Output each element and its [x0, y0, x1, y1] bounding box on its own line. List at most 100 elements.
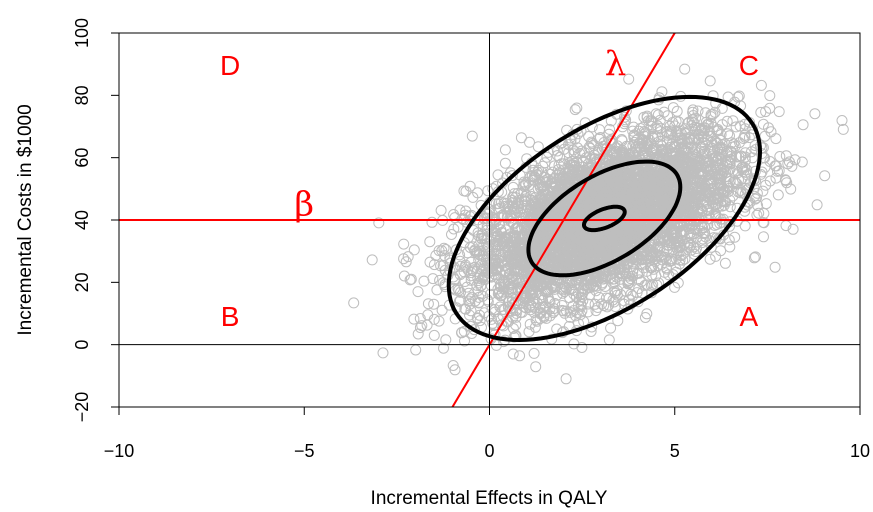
- scatter-point: [538, 180, 550, 192]
- scatter-point: [564, 157, 575, 169]
- scatter-point: [609, 285, 621, 297]
- scatter-point: [560, 179, 572, 191]
- scatter-point: [739, 147, 751, 159]
- scatter-point: [625, 177, 637, 189]
- scatter-point: [554, 151, 566, 163]
- scatter-point: [414, 322, 426, 334]
- scatter-point: [755, 79, 767, 91]
- scatter-point: [641, 250, 653, 262]
- scatter-point: [428, 313, 440, 325]
- scatter-point: [683, 171, 695, 183]
- scatter-point: [634, 202, 646, 214]
- scatter-point: [507, 323, 519, 334]
- scatter-point: [616, 262, 627, 274]
- scatter-point: [679, 153, 691, 165]
- scatter-point: [650, 270, 662, 282]
- scatter-point: [700, 107, 711, 119]
- scatter-point: [720, 196, 732, 208]
- scatter-point: [430, 250, 442, 261]
- scatter-point: [373, 217, 385, 229]
- scatter-point: [819, 170, 831, 182]
- scatter-point: [512, 187, 524, 199]
- scatter-point: [634, 141, 646, 153]
- scatter-point: [506, 247, 518, 259]
- scatter-point: [528, 293, 540, 305]
- scatter-point: [672, 235, 684, 247]
- scatter-point: [404, 274, 416, 286]
- scatter-point: [547, 307, 559, 319]
- scatter-point: [490, 339, 502, 351]
- scatter-point: [398, 238, 410, 250]
- scatter-point: [666, 253, 677, 265]
- scatter-point: [484, 288, 496, 300]
- scatter-point: [634, 226, 646, 238]
- scatter-point: [715, 245, 727, 257]
- scatter-point: [553, 172, 565, 184]
- scatter-point: [522, 176, 534, 188]
- scatter-point: [786, 160, 798, 172]
- scatter-point: [454, 204, 466, 216]
- scatter-point: [582, 281, 594, 293]
- scatter-point: [545, 180, 557, 192]
- scatter-point: [495, 249, 507, 261]
- scatter-point: [535, 201, 547, 213]
- scatter-point: [758, 231, 769, 243]
- scatter-point: [748, 252, 760, 264]
- scatter-point: [524, 136, 535, 148]
- scatter-point: [809, 108, 821, 120]
- scatter-point: [516, 297, 528, 309]
- scatter-point: [576, 145, 588, 157]
- scatter-point: [666, 235, 678, 247]
- scatter-point: [709, 194, 721, 206]
- scatter-point: [648, 263, 660, 275]
- scatter-point: [666, 164, 678, 176]
- scatter-point: [634, 123, 646, 134]
- scatter-point: [507, 200, 519, 212]
- scatter-point: [472, 272, 484, 284]
- scatter-point: [416, 320, 428, 332]
- scatter-point: [499, 232, 511, 244]
- scatter-point: [424, 236, 436, 248]
- scatter-point: [528, 306, 540, 318]
- scatter-point: [651, 242, 663, 253]
- scatter-point: [729, 231, 741, 243]
- scatter-point: [687, 106, 699, 118]
- scatter-point: [454, 295, 466, 306]
- scatter-point: [452, 221, 464, 233]
- scatter-point: [485, 234, 497, 246]
- scatter-point: [724, 130, 735, 142]
- scatter-point: [559, 242, 571, 254]
- scatter-point: [604, 123, 616, 135]
- scatter-point: [661, 127, 673, 139]
- scatter-point: [760, 179, 772, 191]
- scatter-point: [544, 212, 556, 224]
- scatter-point: [523, 294, 535, 306]
- scatter-point: [667, 206, 679, 218]
- scatter-point: [454, 269, 466, 281]
- scatter-point: [460, 303, 472, 315]
- scatter-point: [679, 63, 691, 75]
- scatter-point: [619, 167, 630, 179]
- scatter-point: [606, 134, 617, 146]
- scatter-point: [452, 283, 464, 295]
- scatter-point: [410, 344, 422, 356]
- scatter-point: [656, 222, 667, 233]
- scatter-point: [705, 111, 717, 123]
- scatter-point: [418, 275, 430, 287]
- scatter-point: [510, 297, 522, 309]
- scatter-point: [645, 178, 657, 190]
- scatter-point: [565, 218, 577, 230]
- scatter-point: [677, 178, 689, 189]
- scatter-point: [656, 177, 668, 189]
- scatter-point: [755, 106, 767, 118]
- scatter-point: [568, 288, 580, 300]
- scatter-point: [735, 185, 747, 196]
- scatter-point: [492, 231, 504, 242]
- scatter-point: [576, 342, 588, 353]
- scatter-point: [642, 139, 654, 151]
- scatter-point: [730, 159, 742, 171]
- scatter-point: [629, 199, 641, 211]
- scatter-point: [548, 305, 560, 317]
- scatter-point: [551, 323, 563, 335]
- scatter-point: [555, 202, 567, 214]
